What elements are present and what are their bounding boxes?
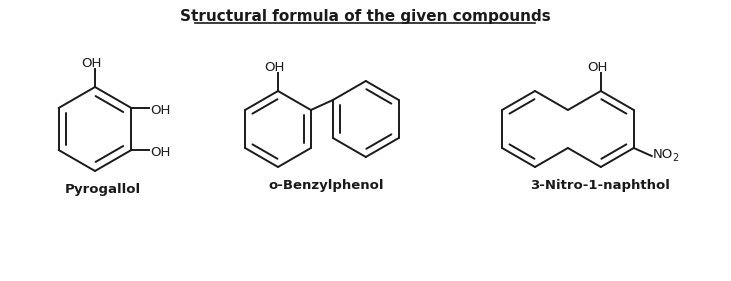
- Text: OH: OH: [264, 61, 284, 74]
- Text: 2: 2: [673, 153, 679, 163]
- Text: OH: OH: [81, 57, 102, 70]
- Text: 3-Nitro-1-naphthol: 3-Nitro-1-naphthol: [530, 179, 670, 192]
- Text: OH: OH: [151, 104, 171, 117]
- Text: Pyrogallol: Pyrogallol: [65, 183, 141, 196]
- Text: OH: OH: [587, 61, 607, 74]
- Text: OH: OH: [151, 146, 171, 159]
- Text: o-Benzylphenol: o-Benzylphenol: [268, 179, 384, 192]
- Text: NO: NO: [653, 148, 673, 161]
- Text: Structural formula of the given compounds: Structural formula of the given compound…: [180, 9, 550, 24]
